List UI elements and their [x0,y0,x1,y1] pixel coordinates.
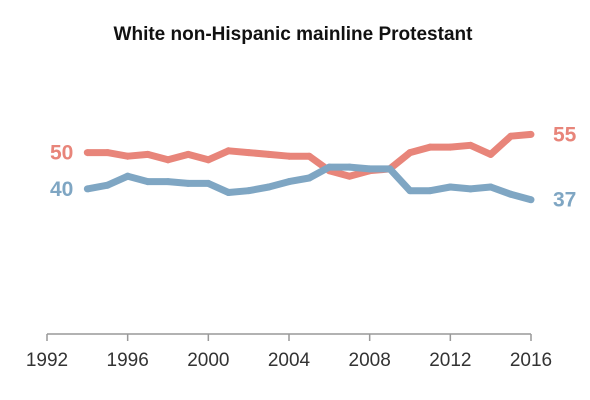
data-point [446,183,454,191]
data-point [265,150,273,158]
data-point [124,172,132,180]
x-tick-label: 1992 [26,350,68,371]
data-point [346,163,353,171]
series-start-label: 50 [50,142,73,165]
data-point [487,150,495,158]
data-point [245,187,253,195]
data-point [325,163,333,171]
data-point [225,188,232,196]
data-point [446,143,454,151]
x-tick-label: 2008 [349,350,391,371]
data-point [104,149,111,157]
series-group [83,130,535,204]
data-point [467,141,474,149]
data-point [104,181,111,189]
data-point [83,149,91,157]
chart-title: White non-Hispanic mainline Protestant [114,24,474,45]
data-point [305,152,313,160]
data-point [285,152,293,160]
data-point [144,178,152,186]
data-point [265,183,273,191]
data-point [527,196,535,204]
data-point [366,165,374,173]
data-point [144,150,152,158]
x-tick-label: 2012 [429,350,471,371]
series-end-labels: 50 55 40 37 [50,123,577,211]
series-line-1 [86,163,532,204]
data-point [83,185,91,193]
data-point [245,149,253,157]
data-point [346,172,353,180]
x-tick-label: 2000 [187,350,229,371]
series-start-label: 40 [50,178,73,201]
data-point [164,178,172,186]
series-end-label: 55 [553,123,577,146]
data-point [225,147,232,155]
data-point [204,156,212,164]
data-point [184,179,192,187]
x-axis-ticks: 1992 1996 2000 2004 2008 2012 2016 [26,334,552,371]
data-point [487,183,495,191]
data-point [285,178,293,186]
data-point [184,150,192,158]
data-point [386,165,394,173]
x-tick-label: 2004 [268,350,311,371]
data-point [467,185,474,193]
x-tick-label: 1996 [107,350,149,371]
data-point [507,132,515,140]
data-point [527,130,535,138]
data-point [204,179,212,187]
data-point [164,156,172,164]
data-point [406,187,414,195]
data-point [426,143,434,151]
data-point [426,187,434,195]
data-point [406,149,414,157]
data-point [507,190,515,198]
data-point [124,152,132,160]
x-tick-label: 2016 [510,350,552,371]
series-end-label: 37 [553,189,576,212]
data-point [305,174,313,182]
